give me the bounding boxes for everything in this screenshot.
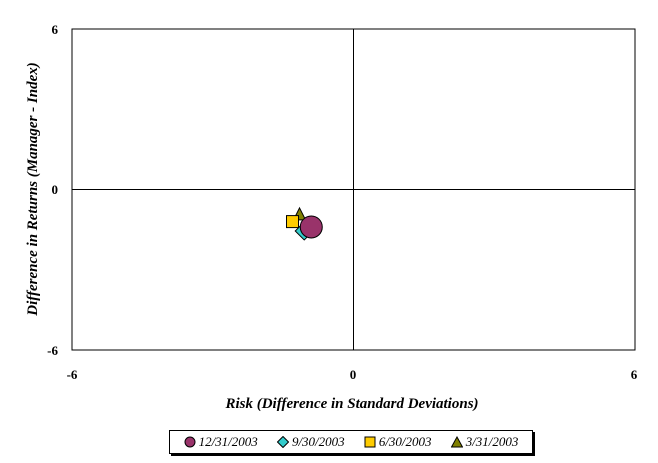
legend-label: 6/30/2003: [378, 434, 432, 449]
triangle-marker-icon: [450, 436, 463, 448]
x-tick-label-left: -6: [67, 367, 78, 382]
data-points: [286, 206, 323, 241]
y-tick-label-middle: 0: [52, 182, 59, 197]
legend-item-12-31-2003: 12/31/2003: [184, 434, 258, 450]
data-point-square: [286, 215, 300, 229]
diamond-marker-icon: [276, 436, 289, 448]
x-tick-label-right: 6: [631, 367, 638, 382]
legend-item-6-30-2003: 6/30/2003: [364, 434, 432, 450]
legend-label: 3/31/2003: [465, 434, 519, 449]
data-point-circle: [299, 215, 323, 239]
x-tick-label-middle: 0: [350, 367, 357, 382]
y-tick-label-top: 6: [52, 22, 59, 37]
legend-label: 12/31/2003: [198, 434, 258, 449]
legend-label: 9/30/2003: [291, 434, 345, 449]
square-marker-icon: [364, 436, 376, 448]
y-tick-label-bottom: -6: [47, 343, 58, 358]
circle-marker-icon: [184, 436, 196, 448]
y-axis-title: Difference in Returns (Manager - Index): [25, 62, 41, 316]
legend-item-9-30-2003: 9/30/2003: [276, 434, 345, 450]
legend: 12/31/2003 9/30/2003 6/30/2003 3/31/2003: [169, 430, 533, 454]
legend-item-3-31-2003: 3/31/2003: [450, 434, 519, 450]
x-axis-title: Risk (Difference in Standard Deviations): [224, 396, 478, 412]
